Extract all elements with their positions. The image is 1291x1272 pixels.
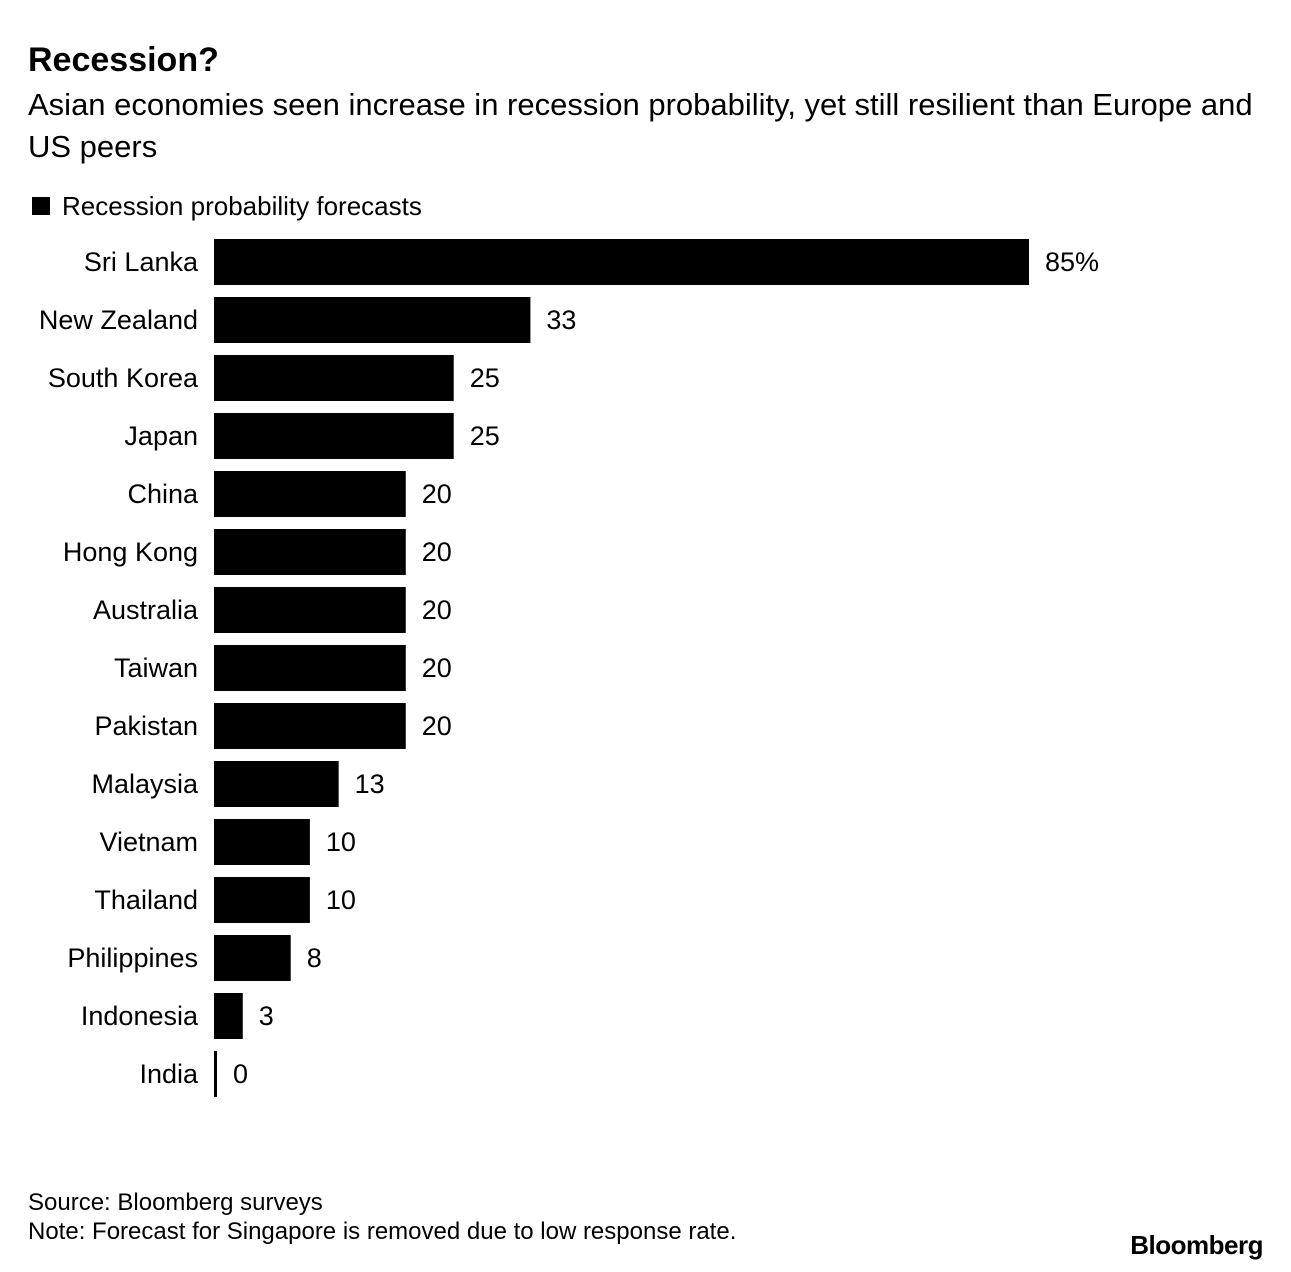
value-label: 20 bbox=[422, 653, 452, 683]
bar-sri-lanka bbox=[214, 239, 1029, 285]
bar-china bbox=[214, 471, 406, 517]
value-label: 20 bbox=[422, 479, 452, 509]
bar-chart: Sri Lanka 85% New Zealand 33 South Korea 25 Ja… bbox=[39, 239, 1099, 1097]
value-label: 25 bbox=[470, 421, 500, 451]
value-label: 33 bbox=[546, 305, 576, 335]
bar-pakistan bbox=[214, 703, 406, 749]
category-label: Taiwan bbox=[114, 653, 198, 683]
bar-philippines bbox=[214, 935, 291, 981]
chart-footer: Source: Bloomberg surveys Note: Forecast… bbox=[28, 1188, 736, 1246]
category-label: Vietnam bbox=[99, 827, 198, 857]
bar-new-zealand bbox=[214, 297, 531, 343]
value-label: 25 bbox=[470, 363, 500, 393]
bar-australia bbox=[214, 587, 406, 633]
chart-title: Recession? bbox=[28, 41, 219, 79]
chart-subtitle: Asian economies seen increase in recessi… bbox=[28, 87, 1253, 164]
bar-vietnam bbox=[214, 819, 310, 865]
bar-taiwan bbox=[214, 645, 406, 691]
bar-thailand bbox=[214, 877, 310, 923]
bar-malaysia bbox=[214, 761, 339, 807]
category-label: Pakistan bbox=[94, 711, 198, 741]
category-label: India bbox=[139, 1059, 199, 1089]
footnote: Note: Forecast for Singapore is removed … bbox=[28, 1218, 737, 1245]
category-label: China bbox=[127, 479, 199, 509]
value-label: 20 bbox=[422, 711, 452, 741]
category-label: Hong Kong bbox=[63, 537, 198, 567]
legend: Recession probability forecasts bbox=[32, 190, 422, 222]
category-label: Malaysia bbox=[91, 769, 199, 799]
category-label: New Zealand bbox=[39, 305, 198, 335]
bar-indonesia bbox=[214, 993, 243, 1039]
value-label: 10 bbox=[326, 827, 356, 857]
source-note: Source: Bloomberg surveys bbox=[28, 1189, 323, 1216]
value-label: 13 bbox=[355, 769, 385, 799]
value-label: 3 bbox=[259, 1001, 274, 1031]
value-label: 20 bbox=[422, 595, 452, 625]
legend-swatch bbox=[32, 197, 50, 215]
value-label: 10 bbox=[326, 885, 356, 915]
category-label: Philippines bbox=[67, 943, 198, 973]
legend-label: Recession probability forecasts bbox=[62, 190, 422, 221]
value-label: 85% bbox=[1045, 247, 1099, 277]
bloomberg-logo: Bloomberg bbox=[1130, 1230, 1263, 1260]
category-label: Sri Lanka bbox=[84, 247, 199, 277]
bar-hong-kong bbox=[214, 529, 406, 575]
value-label: 8 bbox=[307, 943, 322, 973]
bar-south-korea bbox=[214, 355, 454, 401]
category-label: Indonesia bbox=[81, 1001, 199, 1031]
value-label: 0 bbox=[233, 1059, 248, 1089]
category-label: Thailand bbox=[94, 885, 198, 915]
bar-india bbox=[214, 1051, 217, 1097]
bar-japan bbox=[214, 413, 454, 459]
category-label: Japan bbox=[124, 421, 198, 451]
category-label: South Korea bbox=[48, 363, 199, 393]
category-label: Australia bbox=[93, 595, 199, 625]
value-label: 20 bbox=[422, 537, 452, 567]
